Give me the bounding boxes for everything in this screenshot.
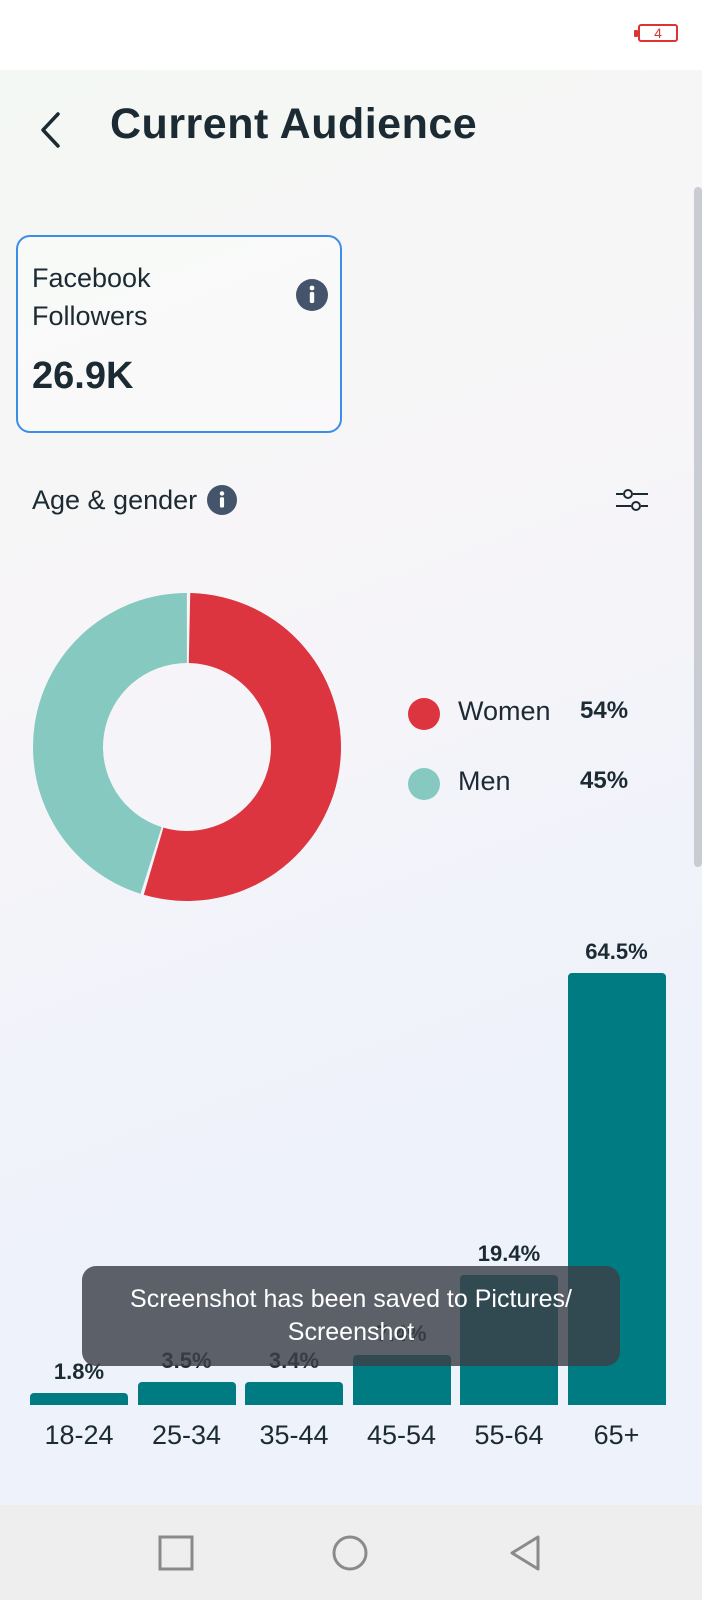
bar-value-label: 64.5%: [585, 939, 648, 964]
bar-value-label: 19.4%: [477, 1241, 541, 1267]
bar-18-24: [30, 1392, 128, 1405]
legend-value: 54%: [580, 697, 629, 724]
bar-category-label: 55-64: [474, 1420, 544, 1450]
chevron-left-icon[interactable]: [30, 108, 74, 152]
bar-category-label: 35-44: [259, 1420, 329, 1450]
section-title: Age & gender: [32, 484, 198, 515]
donut-slice-men: [33, 593, 187, 894]
info-icon[interactable]: [207, 485, 238, 515]
bar-category-label: 65+: [593, 1420, 640, 1450]
status-bar: 4: [0, 0, 702, 70]
screenshot-toast: Screenshot has been saved to Pictures/ S…: [82, 1266, 620, 1366]
followers-count: 26.9K: [32, 355, 134, 397]
age-bar-chart: 1.8%18-243.5%25-343.4%35-447.4%45-5419.4…: [30, 939, 672, 1450]
legend-item-women: Women 54%: [408, 690, 668, 760]
age-gender-header: Age & gender: [32, 480, 238, 520]
donut-slice-women: [143, 593, 341, 901]
legend-label: Men: [458, 766, 511, 796]
header: Current Audience: [0, 70, 702, 190]
legend-swatch: [408, 698, 440, 730]
bar-category-label: 25-34: [151, 1420, 222, 1450]
legend-label: Women: [458, 696, 551, 726]
scrollbar[interactable]: [694, 187, 702, 867]
followers-label: Facebook Followers: [32, 263, 151, 331]
bar-category-label: 45-54: [366, 1420, 437, 1450]
system-nav-bar: [0, 1505, 702, 1600]
followers-card[interactable]: Facebook Followers 26.9K: [16, 235, 342, 433]
circle-icon[interactable]: [330, 1533, 370, 1573]
bar-25-34: [137, 1381, 236, 1405]
legend-swatch: [408, 768, 440, 800]
bar-35-44: [245, 1382, 343, 1405]
square-icon[interactable]: [156, 1533, 196, 1573]
battery-icon: 4: [634, 24, 678, 42]
gender-legend: Women 54% Men 45%: [408, 690, 668, 830]
bar-category-label: 18-24: [44, 1420, 114, 1450]
legend-value: 45%: [580, 767, 629, 794]
sliders-icon[interactable]: [614, 484, 650, 516]
gender-donut-chart: [33, 593, 341, 901]
info-icon[interactable]: [296, 279, 328, 311]
page-title: Current Audience: [110, 100, 478, 148]
back-triangle-icon[interactable]: [506, 1533, 546, 1573]
legend-item-men: Men 45%: [408, 760, 668, 830]
